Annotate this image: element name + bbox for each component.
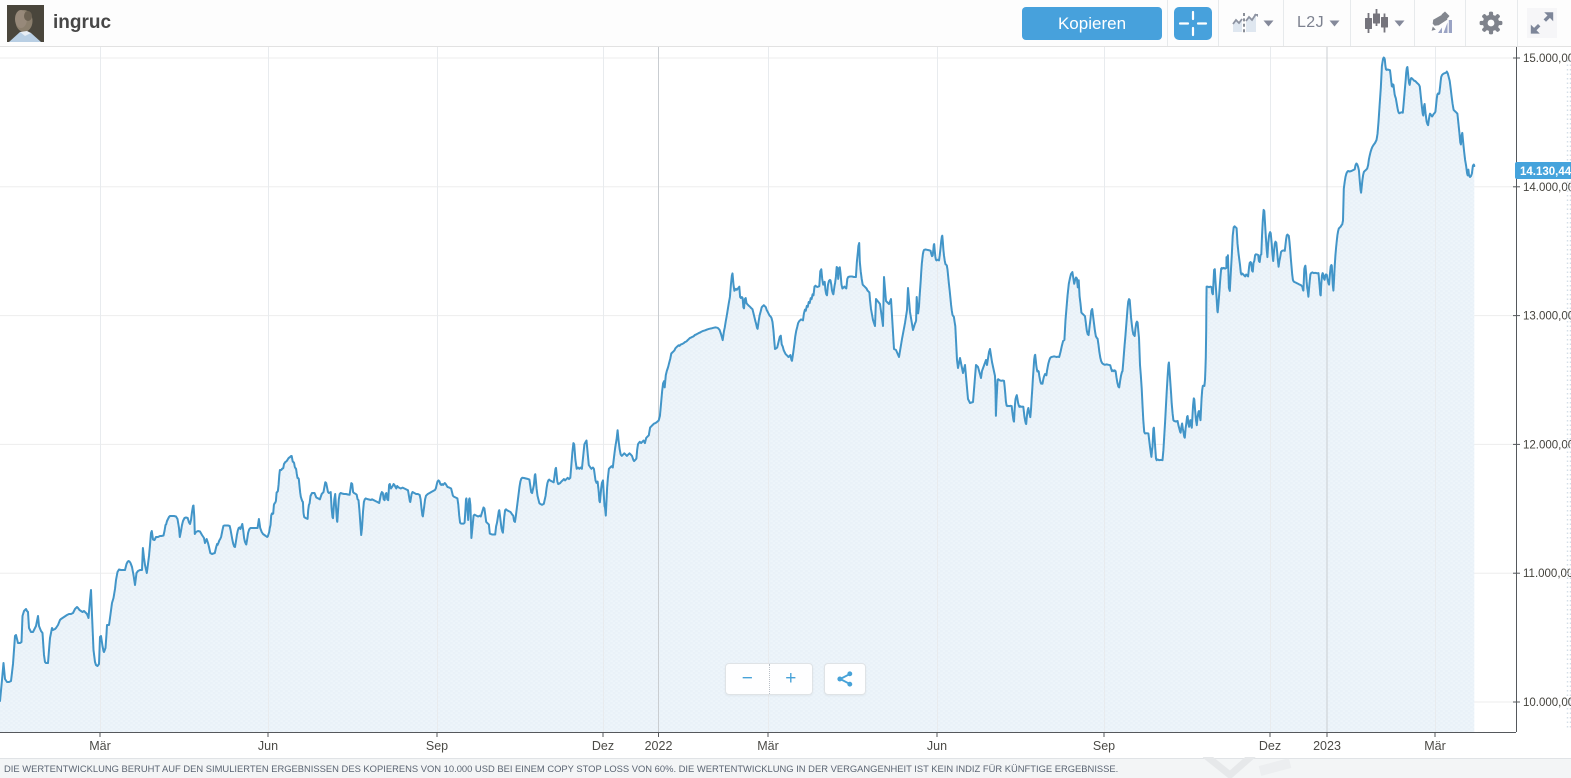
svg-text:Mär: Mär <box>89 739 111 753</box>
svg-text:Mär: Mär <box>757 739 779 753</box>
svg-text:10.000,00: 10.000,00 <box>1523 697 1571 709</box>
svg-text:Mär: Mär <box>1424 739 1446 753</box>
svg-text:12.000,00: 12.000,00 <box>1523 439 1571 451</box>
svg-text:11.000,00: 11.000,00 <box>1523 568 1571 580</box>
svg-text:13.000,00: 13.000,00 <box>1523 311 1571 323</box>
svg-text:Sep: Sep <box>426 739 448 753</box>
svg-text:2023: 2023 <box>1313 739 1341 753</box>
svg-text:Jun: Jun <box>927 739 947 753</box>
svg-text:Jun: Jun <box>258 739 278 753</box>
svg-text:Sep: Sep <box>1093 739 1115 753</box>
svg-text:14.130,44: 14.130,44 <box>1520 166 1571 178</box>
svg-text:15.000,00: 15.000,00 <box>1523 53 1571 65</box>
svg-text:2022: 2022 <box>645 739 673 753</box>
svg-text:Dez: Dez <box>1259 739 1281 753</box>
svg-text:14.000,00: 14.000,00 <box>1523 182 1571 194</box>
svg-text:Dez: Dez <box>592 739 614 753</box>
